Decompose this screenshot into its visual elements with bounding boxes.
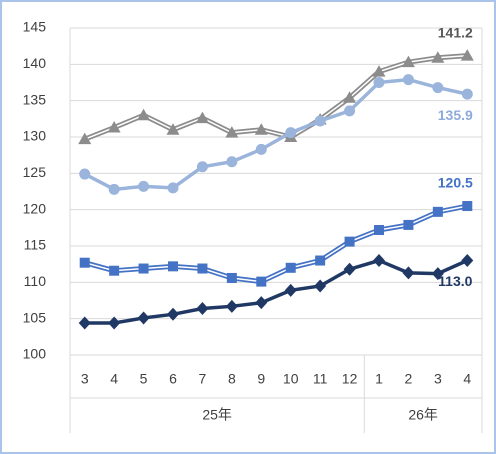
y-tick-label: 100: [23, 346, 47, 362]
point: [255, 143, 267, 155]
point: [403, 219, 414, 230]
y-tick-label: 105: [23, 309, 47, 325]
point: [254, 123, 268, 135]
data-label: 120.5: [438, 175, 473, 191]
point: [78, 316, 91, 330]
x-tick-label: 11: [313, 371, 328, 387]
point: [372, 65, 386, 77]
y-tick-label: 120: [23, 200, 47, 216]
point: [460, 49, 474, 61]
point: [137, 311, 150, 325]
point: [108, 183, 120, 195]
x-tick-label: 3: [81, 371, 89, 387]
point: [373, 254, 385, 268]
point: [344, 236, 355, 247]
x-tick-label: 1: [375, 371, 383, 387]
point: [344, 105, 356, 117]
point: [197, 263, 208, 274]
point: [284, 283, 297, 297]
x-tick-label: 5: [140, 371, 148, 387]
point: [285, 262, 296, 273]
point: [167, 307, 179, 321]
x-tick-label: 9: [257, 371, 265, 387]
point: [225, 299, 238, 313]
y-tick-label: 115: [24, 237, 47, 253]
point: [167, 182, 179, 194]
x-tick-label: 4: [110, 371, 118, 387]
point: [314, 115, 326, 127]
y-tick-label: 110: [24, 273, 47, 289]
point: [374, 225, 384, 236]
point: [256, 276, 267, 287]
data-label: 141.2: [438, 24, 473, 40]
data-label: 135.9: [438, 107, 473, 123]
x-tick-label: 3: [434, 371, 442, 387]
point: [196, 301, 209, 315]
x-tick-label: 7: [199, 371, 207, 387]
point: [402, 74, 414, 86]
x-tick-label: 10: [283, 371, 299, 387]
point: [285, 127, 297, 139]
y-tick-label: 130: [23, 128, 47, 144]
point: [137, 108, 151, 121]
point: [343, 262, 356, 276]
point: [78, 132, 92, 145]
point: [401, 55, 415, 68]
point: [195, 111, 209, 124]
point: [314, 279, 327, 293]
x-tick-label: 6: [169, 371, 177, 387]
x-tick-label: 4: [463, 371, 471, 387]
point: [109, 265, 120, 276]
point: [108, 316, 121, 330]
y-tick-label: 145: [23, 19, 47, 35]
y-tick-label: 125: [23, 164, 47, 180]
point: [373, 77, 385, 88]
x-tick-label: 12: [342, 371, 358, 387]
point: [461, 254, 474, 268]
point: [461, 88, 473, 100]
point: [343, 91, 357, 103]
x-tick-label: 2: [405, 371, 413, 387]
y-tick-label: 135: [23, 91, 47, 107]
y-tick-label: 140: [23, 55, 47, 71]
point: [168, 261, 178, 272]
point: [315, 255, 326, 266]
group-label: 26年: [408, 407, 438, 423]
point: [431, 51, 445, 63]
point: [79, 168, 91, 180]
group-label: 25年: [202, 407, 232, 423]
point: [196, 161, 208, 173]
point: [226, 272, 237, 283]
point: [255, 296, 268, 310]
x-tick-label: 8: [228, 371, 236, 387]
point: [402, 266, 415, 280]
point: [79, 257, 90, 268]
point: [225, 126, 239, 138]
point: [432, 206, 443, 217]
point: [431, 267, 444, 281]
point: [166, 123, 180, 135]
point: [138, 180, 150, 192]
point: [226, 156, 238, 168]
point: [107, 121, 121, 133]
point: [462, 201, 473, 212]
data-label: 113.0: [438, 273, 472, 289]
point: [432, 82, 444, 94]
point: [138, 263, 149, 274]
